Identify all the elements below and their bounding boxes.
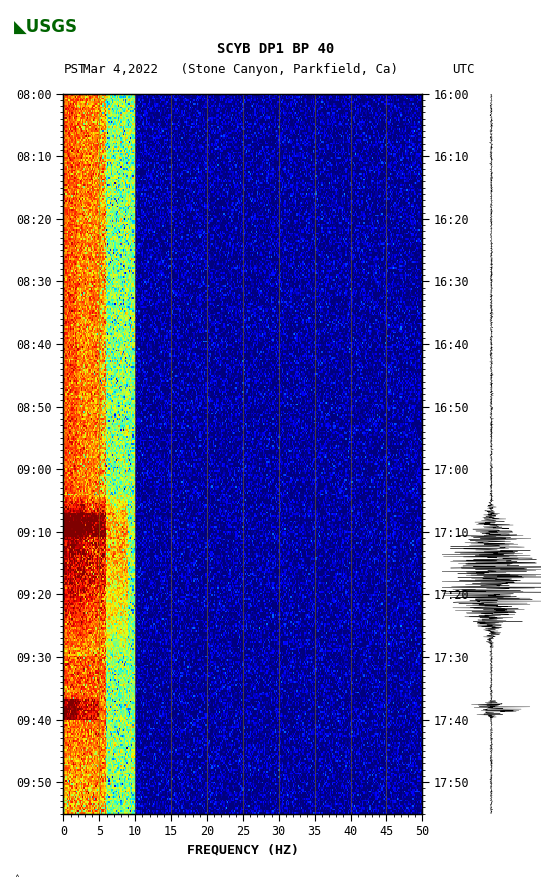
Text: ◣USGS: ◣USGS [14, 18, 78, 36]
X-axis label: FREQUENCY (HZ): FREQUENCY (HZ) [187, 844, 299, 857]
Text: ˄: ˄ [14, 875, 19, 885]
Text: PST: PST [63, 63, 86, 76]
Text: UTC: UTC [453, 63, 475, 76]
Text: Mar 4,2022   (Stone Canyon, Parkfield, Ca): Mar 4,2022 (Stone Canyon, Parkfield, Ca) [83, 63, 397, 76]
Text: SCYB DP1 BP 40: SCYB DP1 BP 40 [217, 42, 335, 56]
